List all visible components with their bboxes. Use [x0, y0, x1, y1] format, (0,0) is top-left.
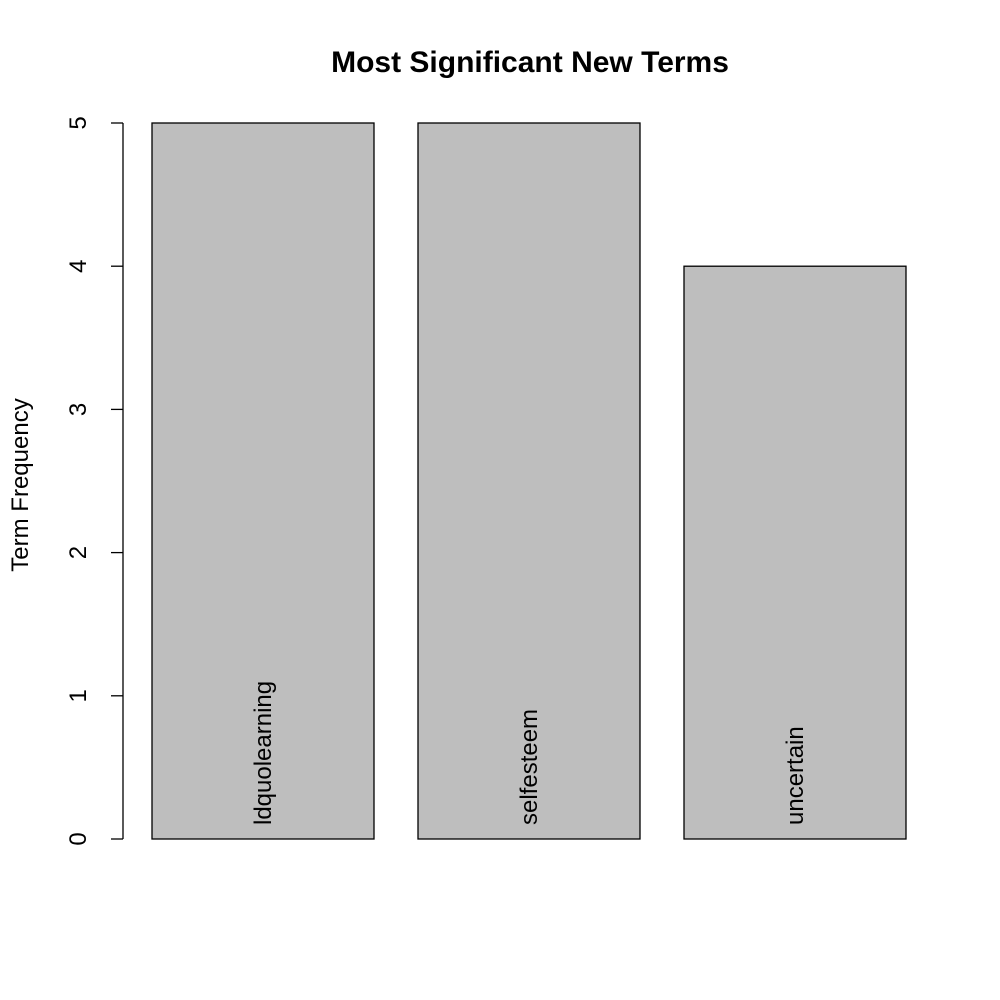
bar-category-label: uncertain	[782, 726, 809, 825]
y-tick-label: 1	[65, 689, 92, 702]
bar-labels-group: ldquolearning selfesteem uncertain	[250, 681, 809, 825]
bar	[151, 122, 375, 840]
chart-title: Most Significant New Terms	[331, 46, 729, 79]
y-tick-label: 0	[65, 832, 92, 845]
bar	[683, 265, 907, 840]
y-tick-label: 5	[65, 116, 92, 129]
y-tick-label: 4	[65, 260, 92, 273]
y-axis-label: Term Frequency	[7, 398, 34, 571]
bar-category-label: selfesteem	[516, 709, 543, 825]
y-tick-label: 3	[65, 403, 92, 416]
bar-category-label: ldquolearning	[250, 681, 277, 825]
y-axis: 0 1 2 3 4 5	[65, 116, 124, 846]
y-tick-label: 2	[65, 546, 92, 559]
bar	[417, 122, 641, 840]
bars-group	[151, 122, 907, 840]
